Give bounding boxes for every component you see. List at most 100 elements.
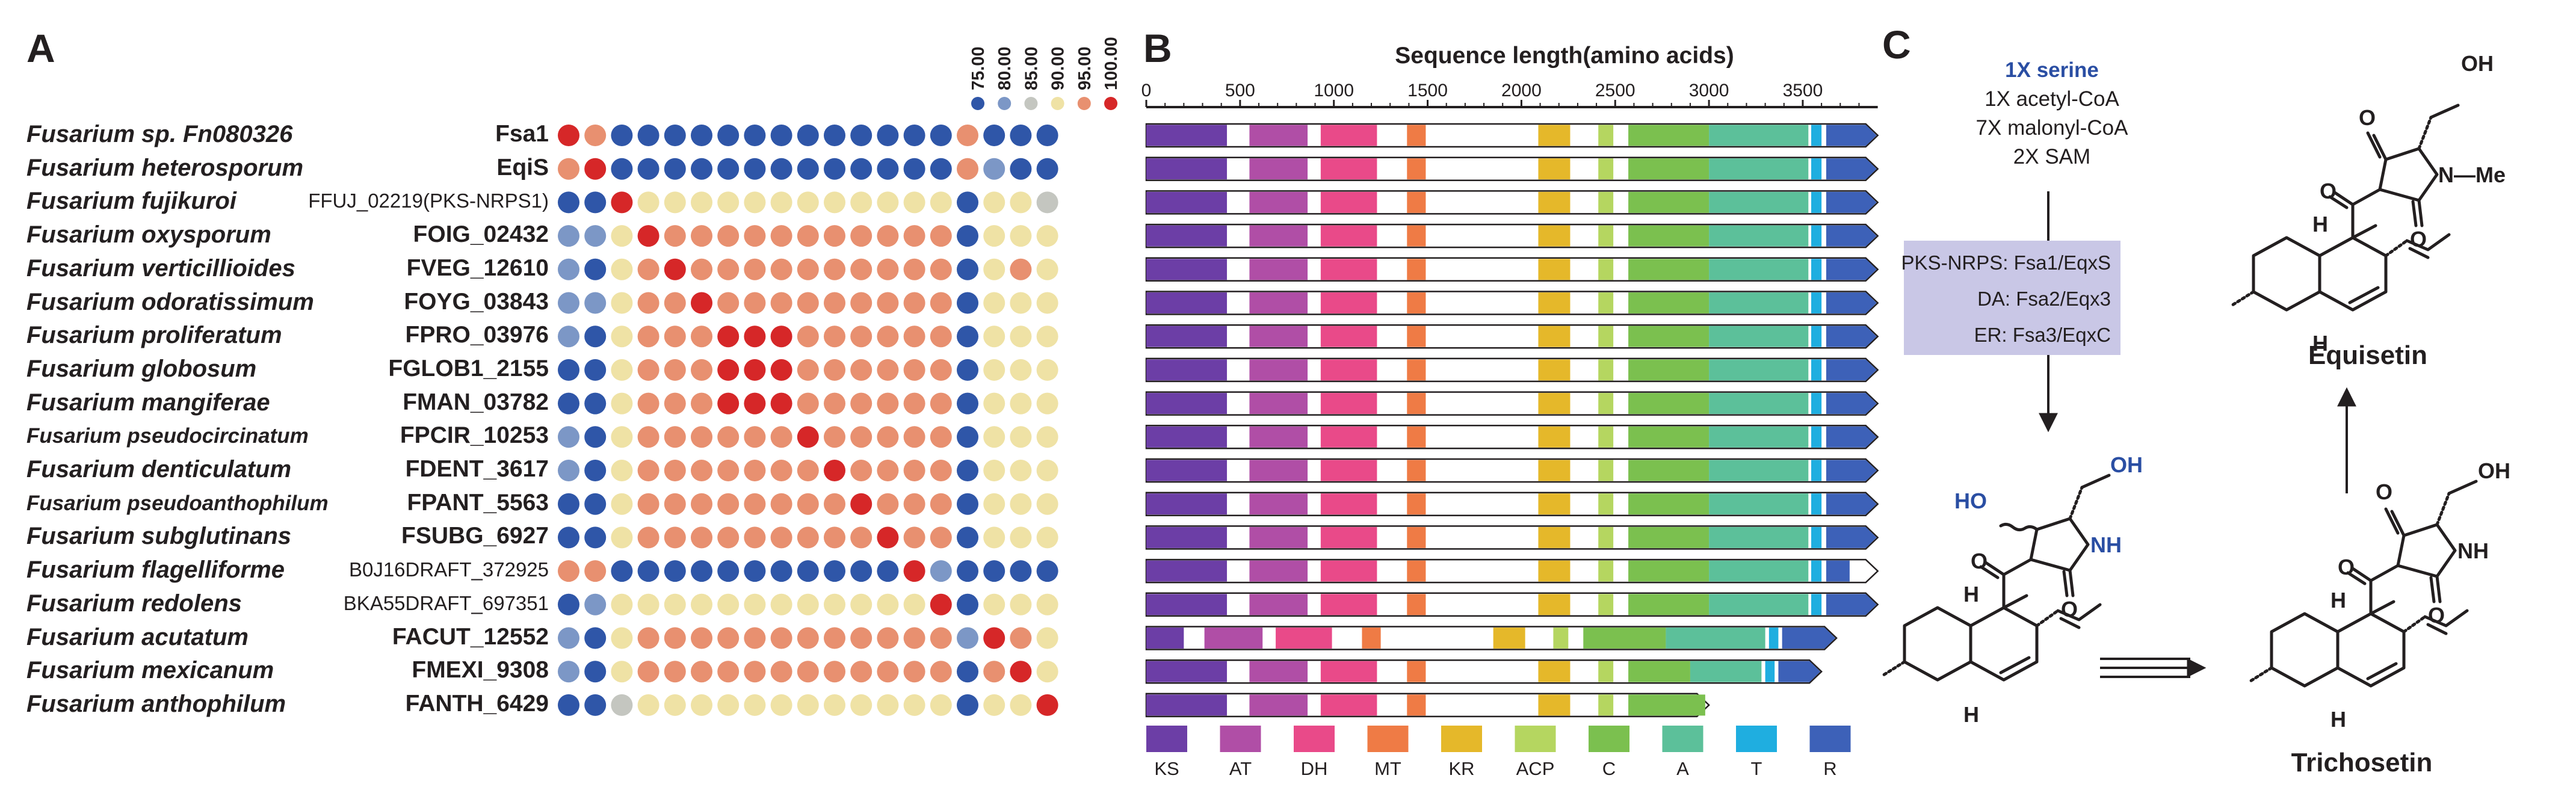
heatmap-cell xyxy=(558,125,579,146)
domain-c xyxy=(1628,460,1710,481)
heatmap-cell xyxy=(957,292,978,314)
heatmap-cell xyxy=(744,627,766,649)
heatmap-cell xyxy=(637,225,659,247)
heatmap-cell xyxy=(637,191,659,214)
heatmap-cell xyxy=(1036,292,1058,314)
heatmap-cell xyxy=(797,258,819,280)
heatmap-cell xyxy=(903,158,925,180)
domain-c xyxy=(1628,661,1690,682)
heatmap-cell xyxy=(850,526,873,549)
x-tick-label: 1500 xyxy=(1407,81,1448,100)
heatmap-cell xyxy=(1010,593,1032,616)
equisetin-h-top: H xyxy=(2312,212,2328,236)
gene-label: FMAN_03782 xyxy=(403,389,549,415)
domain-ks xyxy=(1146,125,1228,146)
domain-kr xyxy=(1538,191,1571,213)
heatmap-cell xyxy=(611,258,633,280)
heatmap-cell xyxy=(824,426,845,448)
domain-ks xyxy=(1146,359,1228,381)
domain-at xyxy=(1249,594,1308,616)
x-tick-label: 500 xyxy=(1225,81,1255,100)
heatmap-cell xyxy=(744,158,766,180)
heatmap-cell xyxy=(930,125,952,146)
domain-a xyxy=(1709,493,1809,515)
substrate-acetyl-coa: 1X acetyl-CoA xyxy=(1985,87,2119,111)
heatmap-cell xyxy=(717,191,740,214)
heatmap-cell xyxy=(850,560,873,582)
domain-kr xyxy=(1538,259,1571,280)
heatmap-cell xyxy=(691,325,712,348)
heatmap-cell xyxy=(770,426,792,448)
heatmap-cell xyxy=(903,460,925,481)
species-label: Fusarium oxysporum xyxy=(26,221,271,248)
heatmap-cell xyxy=(744,292,766,314)
domain-at xyxy=(1249,460,1308,481)
heatmap-cell xyxy=(797,158,819,180)
heatmap-cell xyxy=(850,493,873,515)
heatmap-cell xyxy=(691,460,712,481)
heatmap-cell xyxy=(637,460,659,481)
heatmap-cell xyxy=(1036,225,1058,247)
heatmap-cell xyxy=(930,426,952,448)
heatmap-cell xyxy=(1036,325,1058,348)
heatmap-cell xyxy=(691,225,712,247)
heatmap-cell xyxy=(584,392,607,415)
heatmap-cell xyxy=(637,359,659,381)
heatmap-cell xyxy=(797,191,819,214)
domain-acp xyxy=(1598,158,1614,180)
trichosetin-o3: O xyxy=(2428,603,2445,628)
heatmap-cell xyxy=(1036,526,1058,549)
domain-acp xyxy=(1598,460,1614,481)
heatmap-cell xyxy=(903,359,925,381)
heatmap-cell xyxy=(691,191,712,214)
domain-mt xyxy=(1407,158,1426,180)
gene-label: FPCIR_10253 xyxy=(400,422,549,449)
heatmap-cell xyxy=(664,426,686,448)
heatmap-cell xyxy=(770,593,792,616)
domain-ks xyxy=(1146,393,1228,415)
heatmap-cell xyxy=(983,460,1005,481)
gene-label: Fsa1 xyxy=(495,121,549,147)
heatmap-cell xyxy=(611,460,633,481)
x-tick-label: 2500 xyxy=(1595,81,1635,100)
domain-acp xyxy=(1598,359,1614,381)
heatmap-cell xyxy=(611,225,633,247)
domain-a xyxy=(1709,560,1809,582)
gene-label: EqiS xyxy=(496,154,549,180)
heatmap-cell xyxy=(691,661,712,683)
heatmap-cell xyxy=(1010,258,1032,280)
legend-swatch xyxy=(1220,726,1261,752)
domain-c xyxy=(1628,426,1710,448)
domain-mt xyxy=(1407,359,1426,381)
domain-acp xyxy=(1553,628,1569,649)
scale-swatch xyxy=(1104,97,1117,110)
heatmap-cell xyxy=(558,258,579,280)
domain-kr xyxy=(1538,694,1571,716)
heatmap-cell xyxy=(637,560,659,582)
heatmap-cell xyxy=(850,593,873,616)
scale-label: 80.00 xyxy=(995,46,1015,90)
domain-r xyxy=(1782,628,1836,649)
heatmap-cell xyxy=(903,191,925,214)
heatmap-cell xyxy=(744,225,766,247)
heatmap-cell xyxy=(691,526,712,549)
heatmap-cell xyxy=(770,292,792,314)
legend-label: MT xyxy=(1374,758,1401,779)
scale-swatch xyxy=(1024,97,1038,110)
heatmap-cell xyxy=(877,125,899,146)
heatmap-cell xyxy=(717,560,740,582)
heatmap-cell xyxy=(558,560,579,582)
species-label: Fusarium proliferatum xyxy=(26,322,282,349)
domain-a xyxy=(1690,661,1762,682)
domain-c xyxy=(1628,493,1710,515)
heatmap-cell xyxy=(850,392,873,415)
heatmap-cell xyxy=(930,694,952,716)
heatmap-cell xyxy=(611,426,633,448)
domain-c xyxy=(1628,359,1710,381)
domain-r xyxy=(1826,493,1877,515)
heatmap-cell xyxy=(877,627,899,649)
species-label: Fusarium heterosporum xyxy=(26,154,304,181)
heatmap-cell xyxy=(637,392,659,415)
domain-c xyxy=(1628,694,1705,716)
domain-dh xyxy=(1320,393,1377,415)
